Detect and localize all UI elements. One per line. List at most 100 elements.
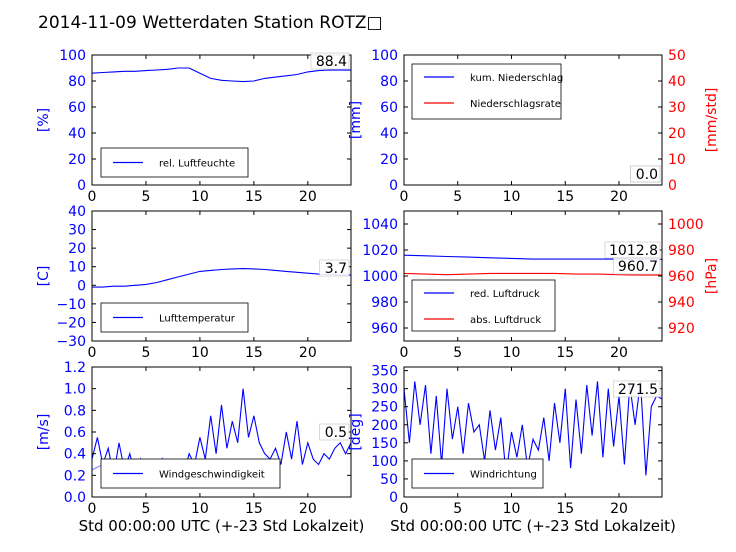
- readout-box: [319, 423, 350, 441]
- y-tick-label: 20: [380, 152, 398, 168]
- readout-box: [319, 259, 350, 277]
- y-tick-label: 0.8: [64, 403, 86, 419]
- legend-label: Windgeschwindigkeit: [159, 470, 265, 481]
- y-axis-label: [mm]: [348, 101, 364, 139]
- plot-frame-humidity: [91, 54, 352, 186]
- y2-tick-label: 50: [668, 48, 686, 64]
- readout-value: 0.0: [636, 167, 658, 183]
- current-value-pressure: 1012.8: [604, 241, 661, 259]
- y-tick-label: 100: [59, 48, 86, 64]
- x-tick-label: 15: [245, 345, 263, 361]
- y-tick-label: 980: [371, 295, 398, 311]
- readout-value: 3.7: [325, 261, 347, 277]
- y-tick-label: 0.4: [64, 447, 86, 463]
- x-tick-label: 20: [610, 345, 628, 361]
- x-tick-label: 10: [191, 345, 209, 361]
- y2-tick-label: 40: [668, 74, 686, 90]
- y-tick-label: 50: [380, 472, 398, 488]
- figure-title: 2014-11-09 Wetterdaten Station ROTZ□: [38, 13, 383, 33]
- legend-box: [411, 63, 562, 120]
- x-tick-label: 20: [610, 501, 628, 517]
- y-tick-label: −30: [56, 334, 86, 350]
- y2-tick-label: 940: [668, 295, 695, 311]
- plot-frame-temperature: [91, 210, 352, 342]
- y-tick-label: 80: [380, 74, 398, 90]
- y2-axis-label: [mm/std]: [704, 88, 720, 153]
- x-tick-label: 0: [88, 189, 97, 205]
- legend-label: kum. Niederschlag: [470, 73, 563, 84]
- x-tick-label: 15: [556, 501, 574, 517]
- y-axis-label: [deg]: [348, 413, 364, 450]
- readout-value: 0.5: [325, 425, 347, 441]
- y-tick-label: 0.2: [64, 468, 86, 484]
- legend-temperature: Lufttemperatur: [100, 302, 249, 333]
- legend-humidity: rel. Luftfeuchte: [100, 147, 249, 178]
- x-tick-label: 20: [299, 345, 317, 361]
- y-tick-label: 40: [68, 126, 86, 142]
- y-tick-label: 80: [68, 74, 86, 90]
- y-tick-label: 1000: [362, 269, 398, 285]
- x-tick-label: 15: [245, 189, 263, 205]
- x-tick-label: 10: [503, 189, 521, 205]
- y2-axis-label: [hPa]: [704, 258, 720, 294]
- y-tick-label: 200: [371, 418, 398, 434]
- x-axis-label: Std 00:00:00 UTC (+-23 Std Lokalzeit): [390, 517, 676, 535]
- y-tick-label: 300: [371, 382, 398, 398]
- x-tick-label: 15: [556, 345, 574, 361]
- x-tick-label: 20: [299, 501, 317, 517]
- current-value-right-pressure: 960.7: [613, 257, 661, 275]
- panel-temperature: 0 5 10 15 20 −30 −20 −10 0 10 20 30 40 [C] Lufttempera…: [36, 204, 352, 361]
- y-tick-label: 350: [371, 364, 398, 380]
- panel-wind_speed: 0 5 10 15 20 0.0 0.2 0.4 0.6 0.8 1.0 1.2 [m/s] Std 00…: [36, 360, 364, 535]
- x-tick-label: 20: [299, 189, 317, 205]
- x-tick-label: 20: [610, 189, 628, 205]
- plot-frame-wind_direction: [403, 366, 663, 498]
- legend-wind_speed: Windgeschwindigkeit: [100, 458, 281, 489]
- x-tick-label: 0: [88, 501, 97, 517]
- readout-box: [613, 257, 661, 275]
- legend-label: abs. Luftdruck: [470, 315, 541, 326]
- readout-box: [310, 52, 350, 70]
- y2-tick-label: 10: [668, 152, 686, 168]
- y-tick-label: 0: [389, 490, 398, 506]
- legend-label: rel. Luftfeuchte: [159, 159, 235, 170]
- x-tick-label: 0: [88, 345, 97, 361]
- series-line-humidity-0: [91, 67, 351, 83]
- y-tick-label: 0: [77, 278, 86, 294]
- y-tick-label: 1040: [362, 217, 398, 233]
- x-tick-label: 0: [400, 501, 409, 517]
- y-tick-label: 20: [68, 241, 86, 257]
- x-tick-label: 0: [400, 189, 409, 205]
- y-tick-label: 1.2: [64, 360, 86, 376]
- panel-precipitation: 0 5 10 15 20 0 20 40 60 80 100 0 10 20 30 40 50 [mm] [mm/s…: [348, 48, 720, 205]
- legend-label: Niederschlagsrate: [470, 99, 561, 110]
- y-tick-label: 20: [68, 152, 86, 168]
- x-tick-label: 15: [556, 189, 574, 205]
- readout-box: [630, 165, 661, 183]
- x-tick-label: 5: [141, 345, 150, 361]
- current-value-temperature: 3.7: [319, 259, 350, 277]
- readout-value: 1012.8: [609, 243, 658, 259]
- y-tick-label: 150: [371, 436, 398, 452]
- x-tick-label: 10: [191, 501, 209, 517]
- x-tick-label: 5: [453, 189, 462, 205]
- readout-box: [613, 380, 661, 398]
- x-tick-label: 15: [245, 501, 263, 517]
- y-tick-label: 100: [371, 454, 398, 470]
- y-tick-label: 10: [68, 260, 86, 276]
- plot-frame-precipitation: [403, 54, 663, 186]
- y-tick-label: 60: [68, 100, 86, 116]
- current-value-wind_direction: 271.5: [613, 380, 661, 398]
- y2-tick-label: 960: [668, 269, 695, 285]
- x-tick-label: 5: [141, 501, 150, 517]
- y-tick-label: 0.6: [64, 425, 86, 441]
- legend-box: [411, 279, 556, 332]
- x-tick-label: 5: [453, 345, 462, 361]
- y-tick-label: 100: [371, 48, 398, 64]
- x-tick-label: 5: [453, 501, 462, 517]
- y-tick-label: 250: [371, 400, 398, 416]
- y-tick-label: 40: [68, 204, 86, 220]
- y-axis-label: [%]: [36, 108, 52, 132]
